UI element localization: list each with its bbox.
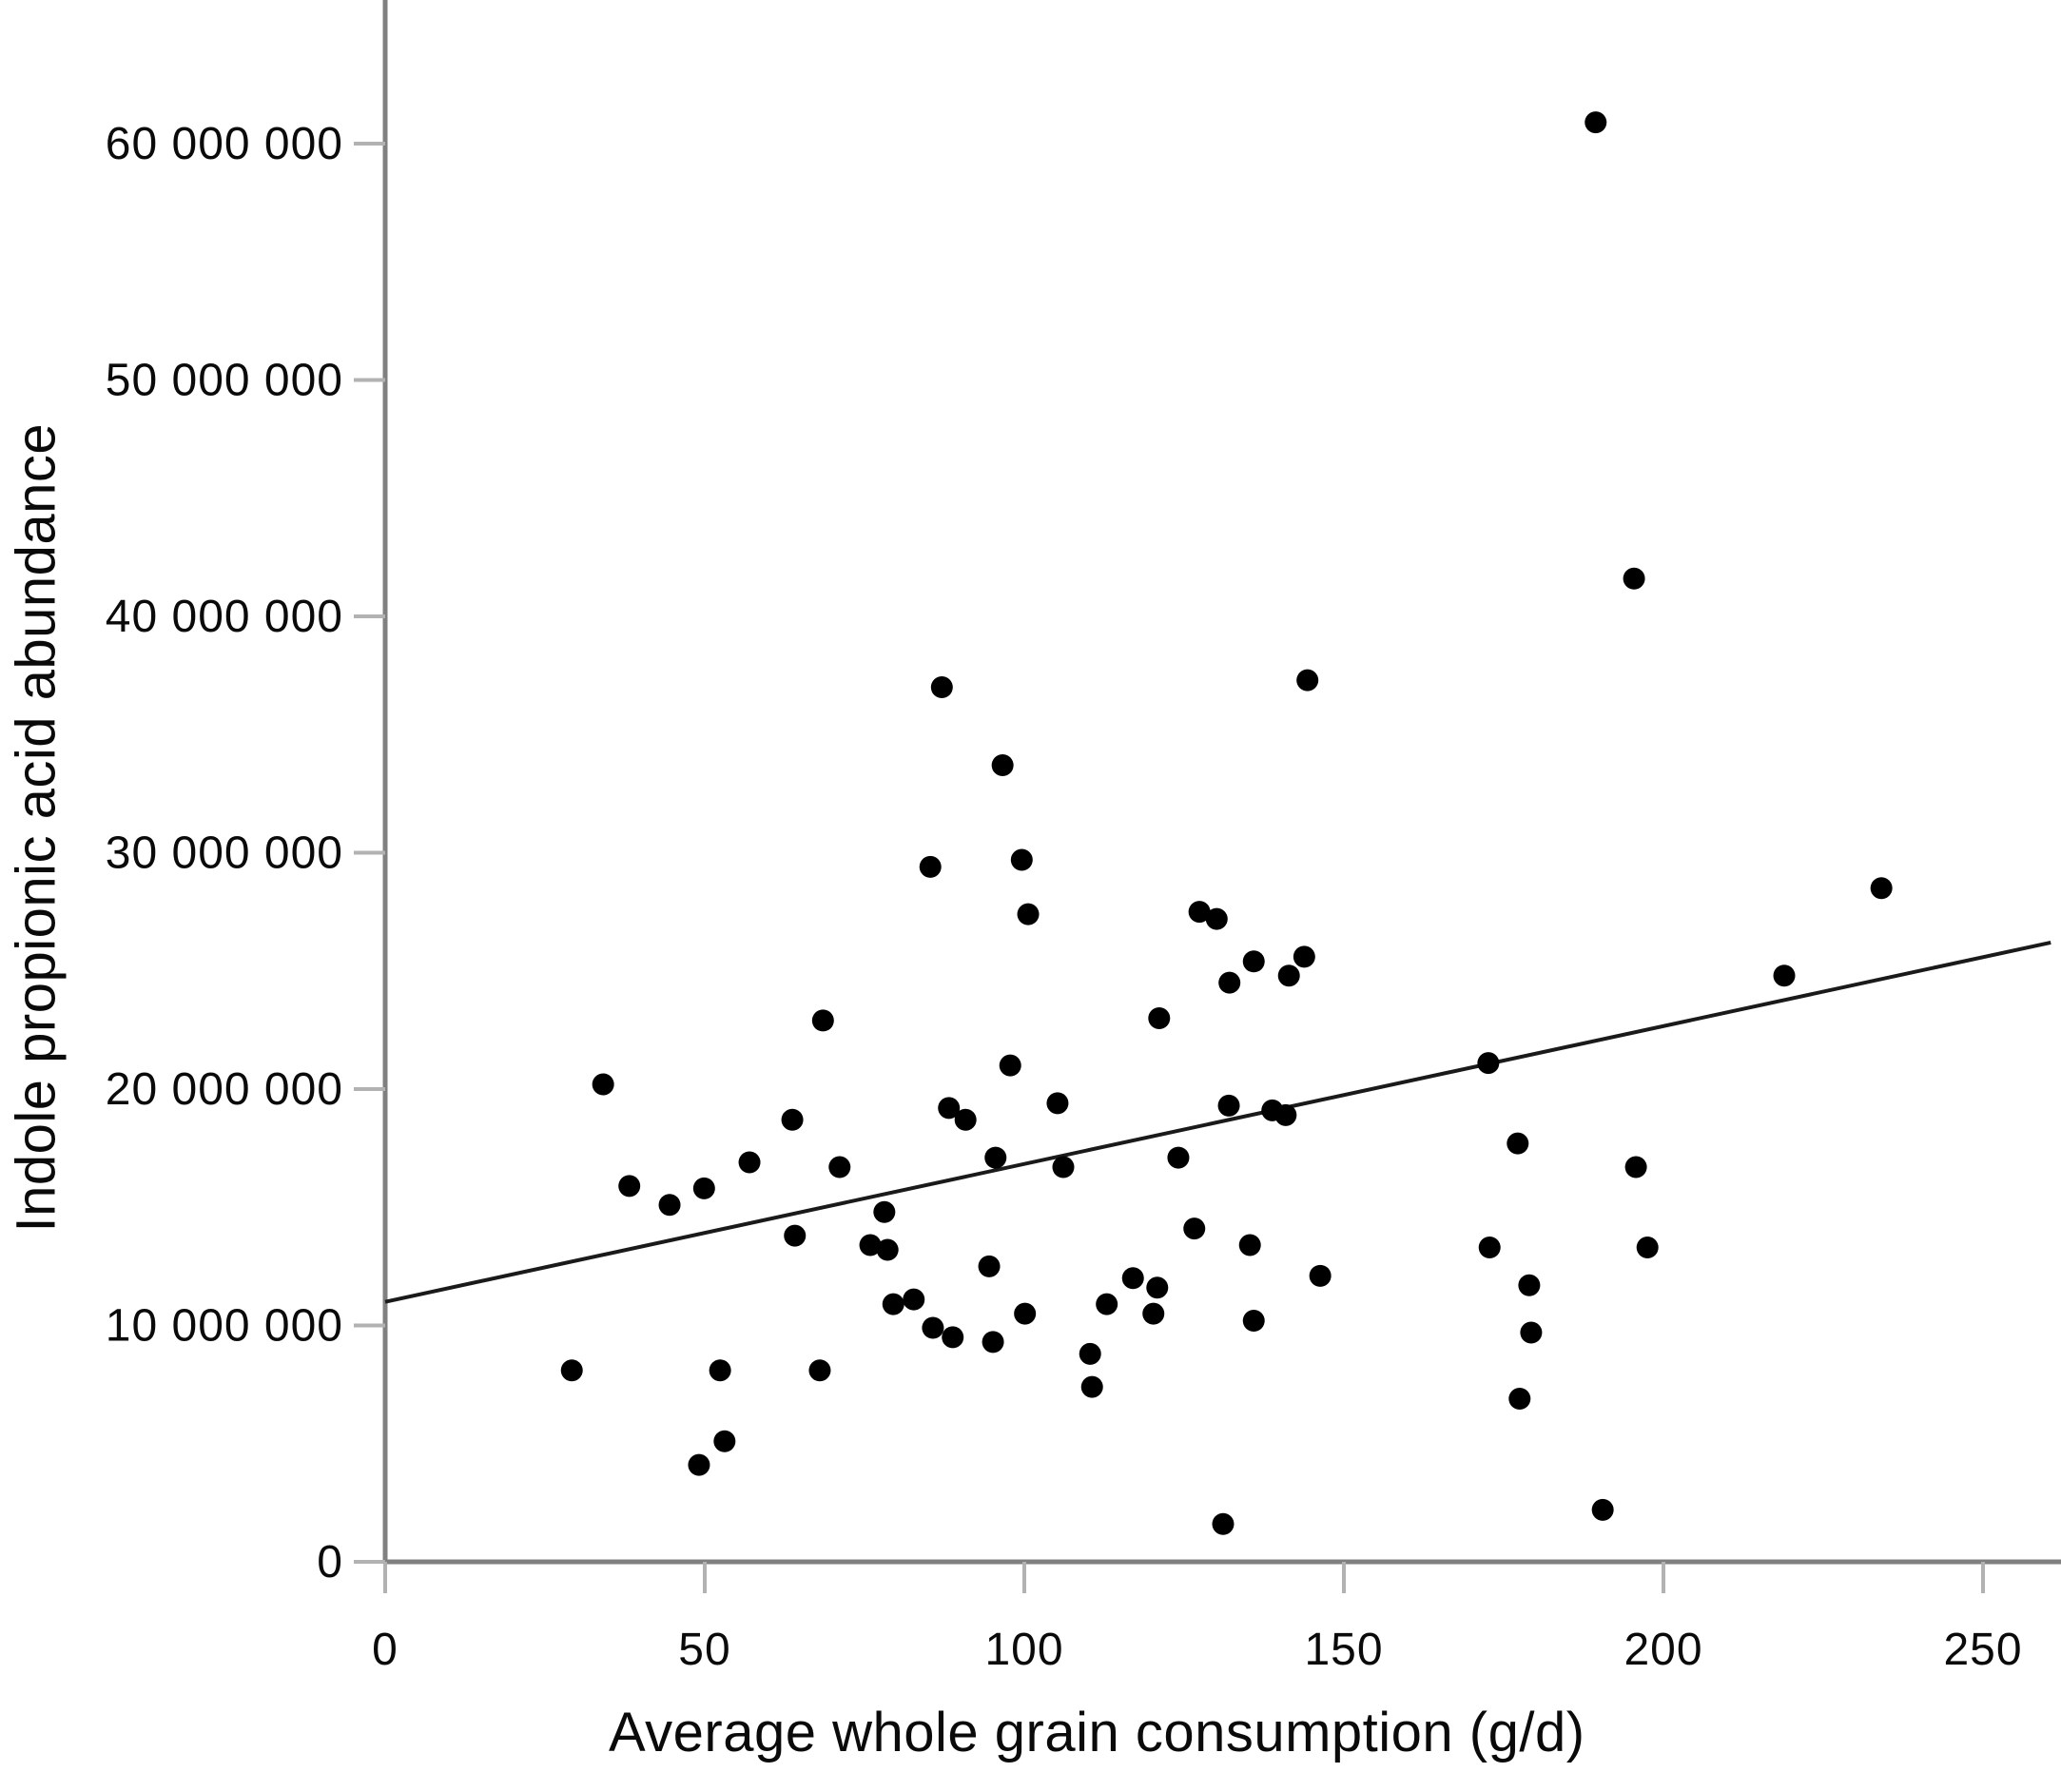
data-point — [1477, 1052, 1500, 1075]
data-point — [978, 1255, 1001, 1277]
x-tick-label: 100 — [984, 1625, 1063, 1675]
data-point — [618, 1175, 641, 1198]
y-axis-title: Indole propionic acid abundance — [5, 422, 68, 1233]
data-point — [592, 1073, 614, 1096]
y-tick-label: 50 000 000 — [106, 356, 343, 406]
data-point — [1773, 964, 1796, 987]
data-point — [828, 1156, 851, 1178]
data-point — [1010, 848, 1033, 871]
data-point — [876, 1238, 899, 1261]
data-point — [1183, 1217, 1206, 1240]
data-point — [1277, 964, 1300, 987]
data-point — [1121, 1267, 1144, 1290]
data-point — [873, 1200, 896, 1223]
data-point — [811, 1009, 834, 1032]
data-point — [1870, 877, 1893, 900]
x-tick-label: 0 — [372, 1625, 399, 1675]
data-point — [1046, 1092, 1069, 1115]
data-point — [903, 1288, 925, 1311]
data-point — [1585, 111, 1607, 134]
data-point — [560, 1359, 583, 1382]
data-point — [1205, 907, 1228, 930]
data-point — [1096, 1293, 1118, 1315]
data-point — [930, 676, 953, 699]
data-point — [1274, 1103, 1297, 1126]
data-point — [1017, 903, 1040, 925]
x-tick-label: 150 — [1304, 1625, 1383, 1675]
data-point — [1293, 945, 1315, 968]
data-point — [713, 1430, 736, 1452]
data-point — [1591, 1498, 1614, 1521]
y-tick-label: 20 000 000 — [106, 1064, 343, 1115]
data-point — [1014, 1302, 1037, 1325]
x-tick-label: 50 — [678, 1625, 730, 1675]
data-point — [688, 1453, 710, 1476]
data-point — [781, 1108, 804, 1131]
data-point — [658, 1194, 681, 1217]
data-point — [922, 1316, 944, 1339]
data-point — [784, 1224, 807, 1247]
data-point — [999, 1054, 1021, 1077]
x-axis-title: Average whole grain consumption (g/d) — [609, 1702, 1585, 1763]
data-point — [1052, 1156, 1075, 1178]
y-tick-label: 40 000 000 — [106, 592, 343, 642]
data-point — [1146, 1276, 1169, 1299]
data-point — [1212, 1512, 1235, 1535]
data-point — [882, 1293, 904, 1315]
data-point — [859, 1234, 882, 1256]
data-point — [709, 1359, 731, 1382]
data-point — [984, 1146, 1007, 1169]
y-tick-label: 60 000 000 — [106, 119, 343, 169]
data-point — [954, 1108, 977, 1131]
data-point — [1518, 1274, 1541, 1296]
data-point — [808, 1359, 831, 1382]
data-point — [1242, 1310, 1265, 1333]
data-point — [1636, 1236, 1659, 1258]
data-point — [1218, 971, 1241, 994]
data-point — [1508, 1388, 1531, 1411]
data-point — [982, 1331, 1004, 1354]
y-tick-label: 10 000 000 — [106, 1301, 343, 1352]
data-point — [1520, 1321, 1543, 1344]
data-point — [1188, 901, 1211, 924]
data-point — [1167, 1146, 1190, 1169]
x-tick-label: 250 — [1943, 1625, 2022, 1675]
x-tick-label: 200 — [1624, 1625, 1702, 1675]
data-point — [1296, 669, 1319, 691]
trend-line — [384, 940, 2051, 1304]
data-point — [1079, 1342, 1101, 1365]
data-point — [692, 1177, 715, 1199]
data-point — [1624, 1156, 1647, 1178]
data-point — [1478, 1236, 1501, 1258]
data-point — [1623, 567, 1645, 590]
data-point — [1142, 1302, 1165, 1325]
data-point — [1148, 1006, 1171, 1029]
y-tick-label: 30 000 000 — [106, 828, 343, 879]
data-point — [919, 855, 942, 878]
data-point — [938, 1097, 961, 1120]
data-point — [991, 754, 1014, 777]
data-point — [1242, 950, 1265, 973]
data-point — [1238, 1234, 1261, 1256]
data-point — [1507, 1132, 1529, 1155]
data-point — [738, 1151, 761, 1174]
data-point — [1080, 1375, 1103, 1398]
data-point — [1217, 1094, 1240, 1117]
data-point — [1309, 1264, 1332, 1287]
data-point — [942, 1326, 964, 1349]
y-tick-label: 0 — [317, 1537, 343, 1587]
